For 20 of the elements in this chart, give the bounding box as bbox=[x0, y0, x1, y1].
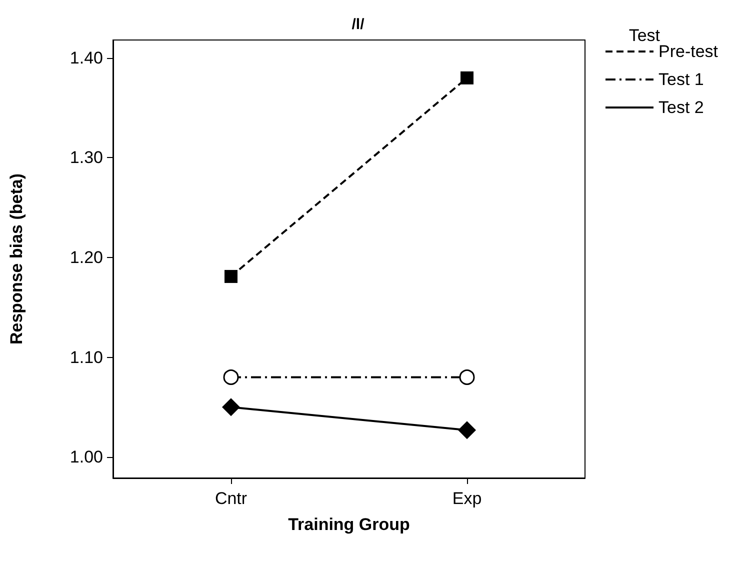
legend-title: Test bbox=[628, 26, 660, 45]
point bbox=[222, 398, 240, 416]
point bbox=[458, 421, 476, 440]
y-tick-label: 1.00 bbox=[70, 448, 103, 467]
chart-title: /l/ bbox=[352, 16, 366, 33]
y-tick-label: 1.20 bbox=[70, 248, 103, 268]
x-axis-title: Training Group bbox=[288, 515, 410, 534]
point bbox=[224, 270, 238, 283]
x-tick-label: Cntr bbox=[214, 489, 248, 508]
y-tick-label: 1.10 bbox=[70, 348, 103, 367]
point bbox=[460, 71, 474, 84]
y-tick-label: 1.30 bbox=[70, 148, 103, 168]
y-tick-label: 1.40 bbox=[70, 48, 103, 68]
point bbox=[223, 369, 239, 385]
legend-label: Test 1 bbox=[658, 70, 704, 89]
legend-label: Test 2 bbox=[658, 98, 704, 117]
legend-label: Pre-test bbox=[658, 42, 718, 61]
x-tick-label: Exp bbox=[452, 489, 482, 508]
point bbox=[459, 369, 475, 385]
y-axis-title: Response bias (beta) bbox=[7, 174, 26, 344]
